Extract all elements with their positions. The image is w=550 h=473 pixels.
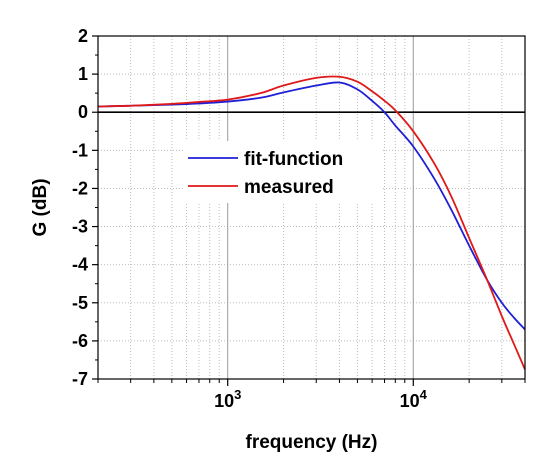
y-tick-label: 1	[78, 64, 88, 84]
plot-frame	[97, 35, 526, 380]
y-tick-label: -6	[72, 331, 88, 351]
legend: fit-function measured	[184, 141, 382, 203]
legend-box	[184, 141, 382, 203]
x-tick-labels: 103 104	[214, 387, 428, 411]
y-tick-label: -7	[72, 369, 88, 389]
x-axis-title: frequency (Hz)	[246, 432, 378, 453]
legend-label-measured: measured	[244, 177, 334, 198]
y-tick-label: -2	[72, 178, 88, 198]
series-layer	[97, 75, 526, 370]
y-tick-labels: 2 1 0 -1 -2 -3 -4 -5 -6 -7	[72, 26, 88, 389]
x-tick-exponent: 3	[234, 387, 241, 402]
x-tick-label: 103	[214, 387, 241, 411]
x-tick-base: 10	[400, 391, 420, 411]
series-line-fit-function	[97, 81, 526, 331]
y-tick-label: -1	[72, 140, 88, 160]
y-tick-label: 2	[78, 26, 88, 46]
y-tick-label: 0	[78, 102, 88, 122]
ticks-layer	[92, 35, 526, 386]
series-line-measured	[97, 75, 526, 370]
x-tick-base: 10	[214, 391, 234, 411]
y-tick-label: -5	[72, 293, 88, 313]
x-tick-exponent: 4	[420, 387, 428, 402]
x-tick-label: 104	[400, 387, 428, 411]
y-tick-label: -4	[72, 255, 88, 275]
legend-label-fit-function: fit-function	[244, 149, 343, 170]
y-tick-label: -3	[72, 217, 88, 237]
y-axis-title: G (dB)	[30, 178, 51, 236]
grid-layer	[97, 35, 526, 380]
